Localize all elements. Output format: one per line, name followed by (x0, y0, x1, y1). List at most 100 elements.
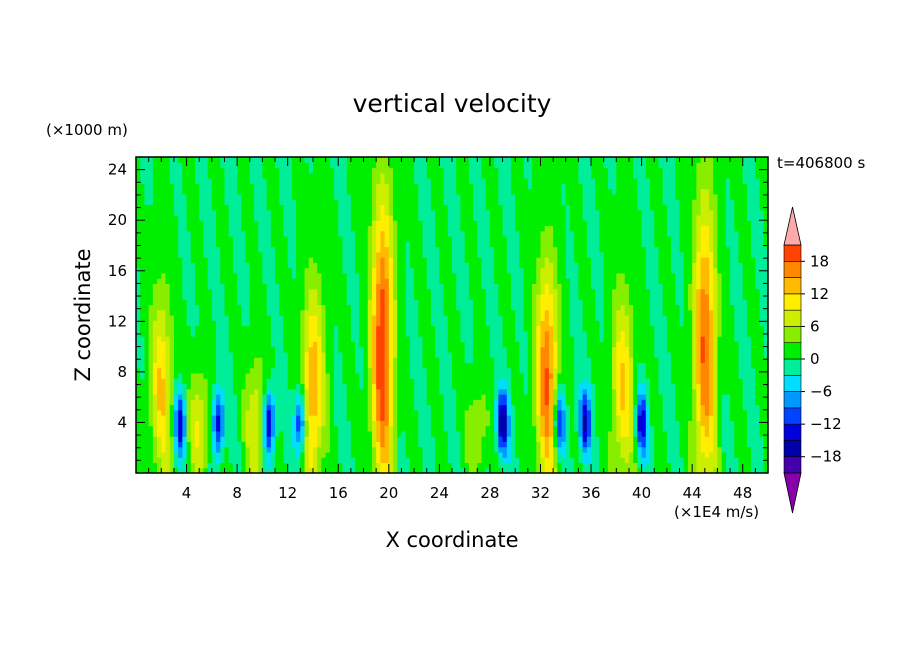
heatmap-cell (443, 462, 449, 469)
heatmap-cell (211, 457, 217, 464)
heatmap-cell (207, 457, 213, 464)
heatmap-cell (742, 367, 748, 374)
heatmap-cell (414, 451, 419, 458)
heatmap-cell (312, 399, 318, 406)
heatmap-cell (763, 372, 768, 379)
heatmap-cell (207, 351, 213, 358)
heatmap-cell (452, 304, 457, 311)
heatmap-cell (157, 362, 162, 369)
heatmap-cell (683, 346, 689, 353)
heatmap-cell (249, 378, 255, 385)
heatmap-cell (603, 404, 609, 411)
heatmap-cell (321, 436, 327, 442)
heatmap-cell (182, 330, 188, 337)
heatmap-cell (190, 399, 196, 406)
heatmap-cell (414, 383, 419, 390)
heatmap-cell (569, 357, 575, 363)
heatmap-cell (220, 457, 226, 464)
heatmap-cell (717, 304, 723, 311)
heatmap-cell (422, 378, 428, 385)
heatmap-cell (582, 351, 588, 358)
heatmap-cell (157, 383, 162, 390)
heatmap-cell (532, 325, 537, 332)
heatmap-cell (510, 409, 516, 416)
heatmap-cell (291, 425, 297, 432)
heatmap-cell (228, 309, 234, 316)
heatmap-cell (422, 388, 428, 395)
heatmap-cell (245, 420, 251, 427)
heatmap-cell (586, 394, 592, 400)
heatmap-cell (586, 409, 592, 416)
heatmap-cell (578, 430, 584, 437)
heatmap-cell (224, 436, 230, 442)
heatmap-cell (249, 415, 255, 421)
heatmap-cell (641, 309, 647, 316)
heatmap-cell (258, 467, 263, 473)
heatmap-cell (515, 346, 521, 353)
heatmap-cell (489, 462, 495, 469)
heatmap-cell (696, 404, 702, 411)
heatmap-cell (628, 351, 634, 358)
heatmap-cell (287, 436, 293, 442)
heatmap-cell (393, 372, 398, 379)
heatmap-cell (173, 394, 179, 400)
heatmap-cell (393, 467, 398, 473)
heatmap-cell (300, 346, 306, 353)
heatmap-cell (704, 409, 710, 416)
heatmap-cell (287, 293, 293, 300)
heatmap-cell (607, 404, 613, 411)
heatmap-cell (300, 336, 306, 342)
heatmap-cell (443, 404, 449, 411)
heatmap-cell (527, 320, 533, 327)
heatmap-cell (485, 404, 491, 411)
heatmap-cell (157, 336, 162, 342)
heatmap-cell (633, 420, 638, 427)
heatmap-cell (557, 436, 563, 442)
heatmap-cell (388, 367, 394, 374)
heatmap-cell (414, 457, 419, 464)
heatmap-cell (489, 446, 495, 453)
heatmap-cell (540, 409, 546, 416)
heatmap-cell (574, 404, 579, 411)
heatmap-cell (687, 409, 693, 416)
heatmap-cell (439, 462, 445, 469)
heatmap-cell (561, 457, 567, 464)
heatmap-cell (553, 367, 558, 374)
heatmap-cell (329, 304, 335, 311)
heatmap-cell (136, 399, 141, 406)
heatmap-cell (481, 336, 487, 342)
heatmap-cell (380, 362, 386, 369)
heatmap-cell (199, 404, 205, 411)
heatmap-cell (616, 346, 622, 353)
heatmap-cell (397, 341, 403, 348)
heatmap-cell (565, 315, 571, 321)
heatmap-cell (489, 325, 495, 332)
heatmap-cell (157, 315, 162, 321)
heatmap-cell (194, 346, 200, 353)
heatmap-cell (220, 415, 226, 421)
heatmap-cell (371, 309, 377, 316)
heatmap-cell (157, 409, 162, 416)
heatmap-cell (704, 430, 710, 437)
heatmap-cell (296, 399, 301, 406)
heatmap-cell (658, 409, 664, 416)
heatmap-cell (355, 341, 360, 348)
heatmap-cell (279, 357, 285, 363)
heatmap-cell (692, 372, 697, 379)
heatmap-cell (473, 462, 478, 469)
heatmap-cell (224, 404, 230, 411)
heatmap-cell (287, 320, 293, 327)
heatmap-cell (683, 430, 689, 437)
heatmap-cell (140, 436, 146, 442)
heatmap-cell (148, 383, 154, 390)
heatmap-cell (544, 383, 550, 390)
heatmap-cell (241, 325, 247, 332)
heatmap-cell (237, 330, 242, 337)
heatmap-cell (510, 436, 516, 442)
heatmap-cell (334, 304, 339, 311)
heatmap-cell (709, 346, 714, 353)
heatmap-cell (380, 330, 386, 337)
heatmap-cell (216, 309, 221, 316)
heatmap-cell (211, 388, 217, 395)
heatmap-cell (586, 383, 592, 390)
